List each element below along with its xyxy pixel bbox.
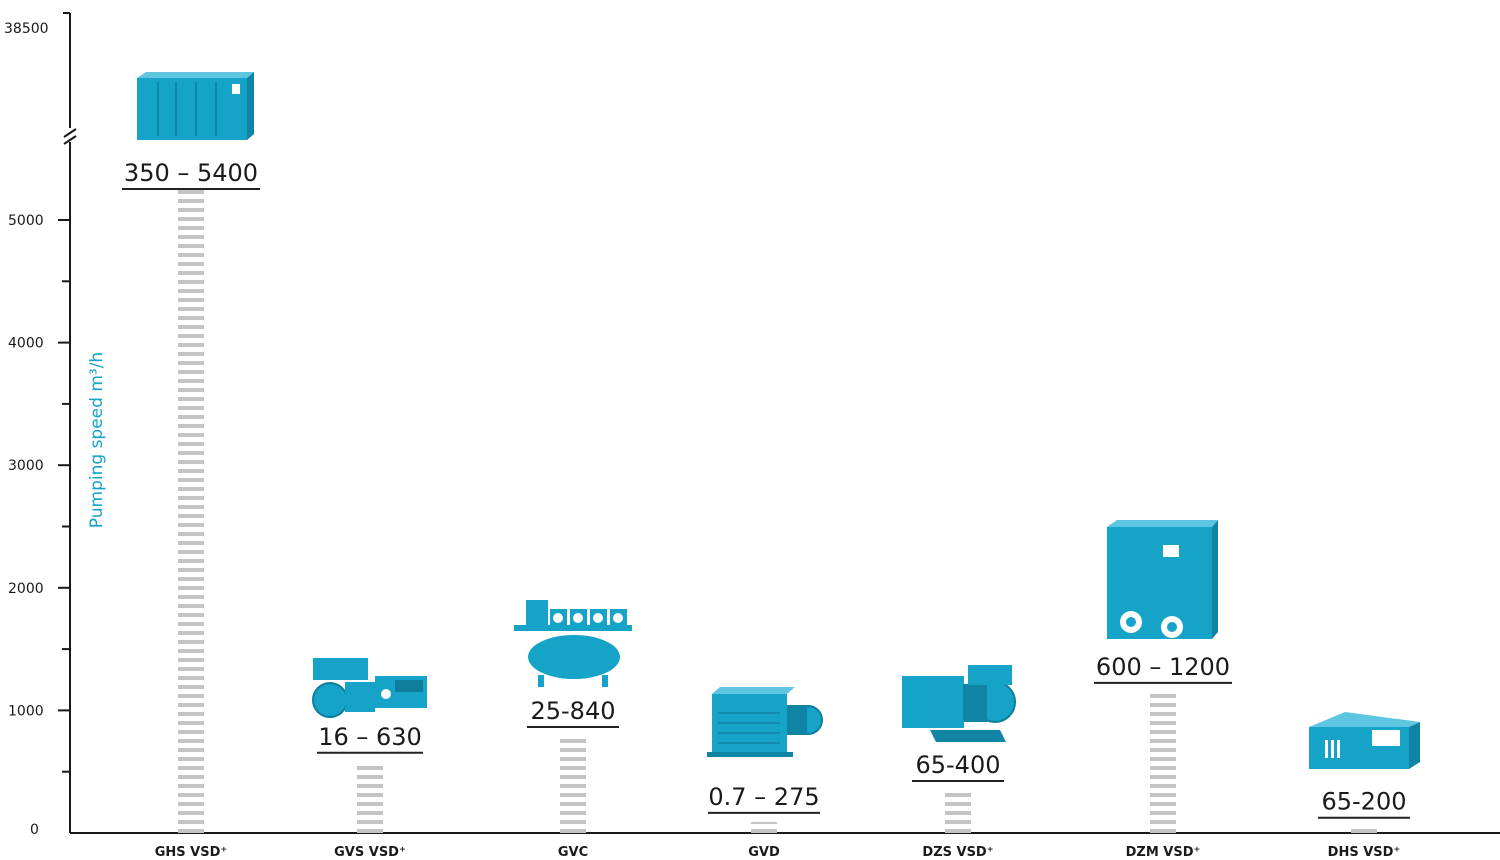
pump-icon-gvc (514, 600, 632, 687)
range-label: 0.7 – 275 (708, 783, 820, 814)
category-label: DHS VSD⁺ (1328, 845, 1401, 860)
category-label: GVS VSD⁺ (334, 845, 406, 860)
category-label: GVD (748, 845, 780, 860)
pump-icon-ghs (137, 72, 254, 140)
range-label-text: 350 – 5400 (124, 159, 258, 187)
range-label: 65-400 (912, 751, 1004, 782)
y-tick-label: 38500 (4, 21, 49, 37)
range-label: 600 – 1200 (1094, 653, 1232, 684)
range-label-text: 0.7 – 275 (708, 783, 819, 811)
product-icons (137, 72, 1420, 769)
range-label: 350 – 5400 (122, 159, 260, 190)
pump-icon-dzm (1107, 520, 1218, 639)
range-label-text: 65-400 (915, 751, 1000, 779)
y-tick-label: 0 (30, 822, 39, 838)
category-label: GVC (558, 845, 588, 860)
range-label-text: 65-200 (1321, 788, 1406, 816)
range-label-text: 25-840 (530, 697, 615, 725)
y-tick-label: 5000 (8, 213, 44, 229)
y-tick-label: 1000 (8, 703, 44, 719)
pump-icon-gvs (312, 658, 427, 718)
range-label: 25-840 (527, 697, 619, 729)
category-label: DZM VSD⁺ (1126, 845, 1201, 860)
axes: 0 1000 2000 3000 4000 5000 38500 (4, 12, 1500, 838)
range-label: 65-200 (1318, 788, 1410, 819)
bars (178, 190, 1377, 833)
y-tick-label: 3000 (8, 458, 44, 474)
pump-icon-gvd (707, 687, 823, 757)
pump-icon-dhs (1309, 712, 1420, 769)
range-labels: 350 – 5400 16 – 630 25-840 0.7 – 275 65-400 6… (122, 159, 1410, 819)
category-label: GHS VSD⁺ (155, 845, 228, 860)
y-tick-label: 2000 (8, 581, 44, 597)
range-label-text: 600 – 1200 (1096, 653, 1230, 681)
y-axis-label: Pumping speed m³/h (87, 352, 107, 528)
pump-icon-dzs (902, 665, 1016, 742)
y-tick-label: 4000 (8, 336, 44, 352)
axis-break-mark (63, 128, 77, 145)
range-label: 16 – 630 (317, 723, 423, 754)
range-label-text: 16 – 630 (318, 723, 422, 751)
category-label: DZS VSD⁺ (922, 845, 993, 860)
category-labels: GHS VSD⁺ GVS VSD⁺ GVC GVD DZS VSD⁺ DZM VSD⁺ DH… (155, 845, 1401, 860)
